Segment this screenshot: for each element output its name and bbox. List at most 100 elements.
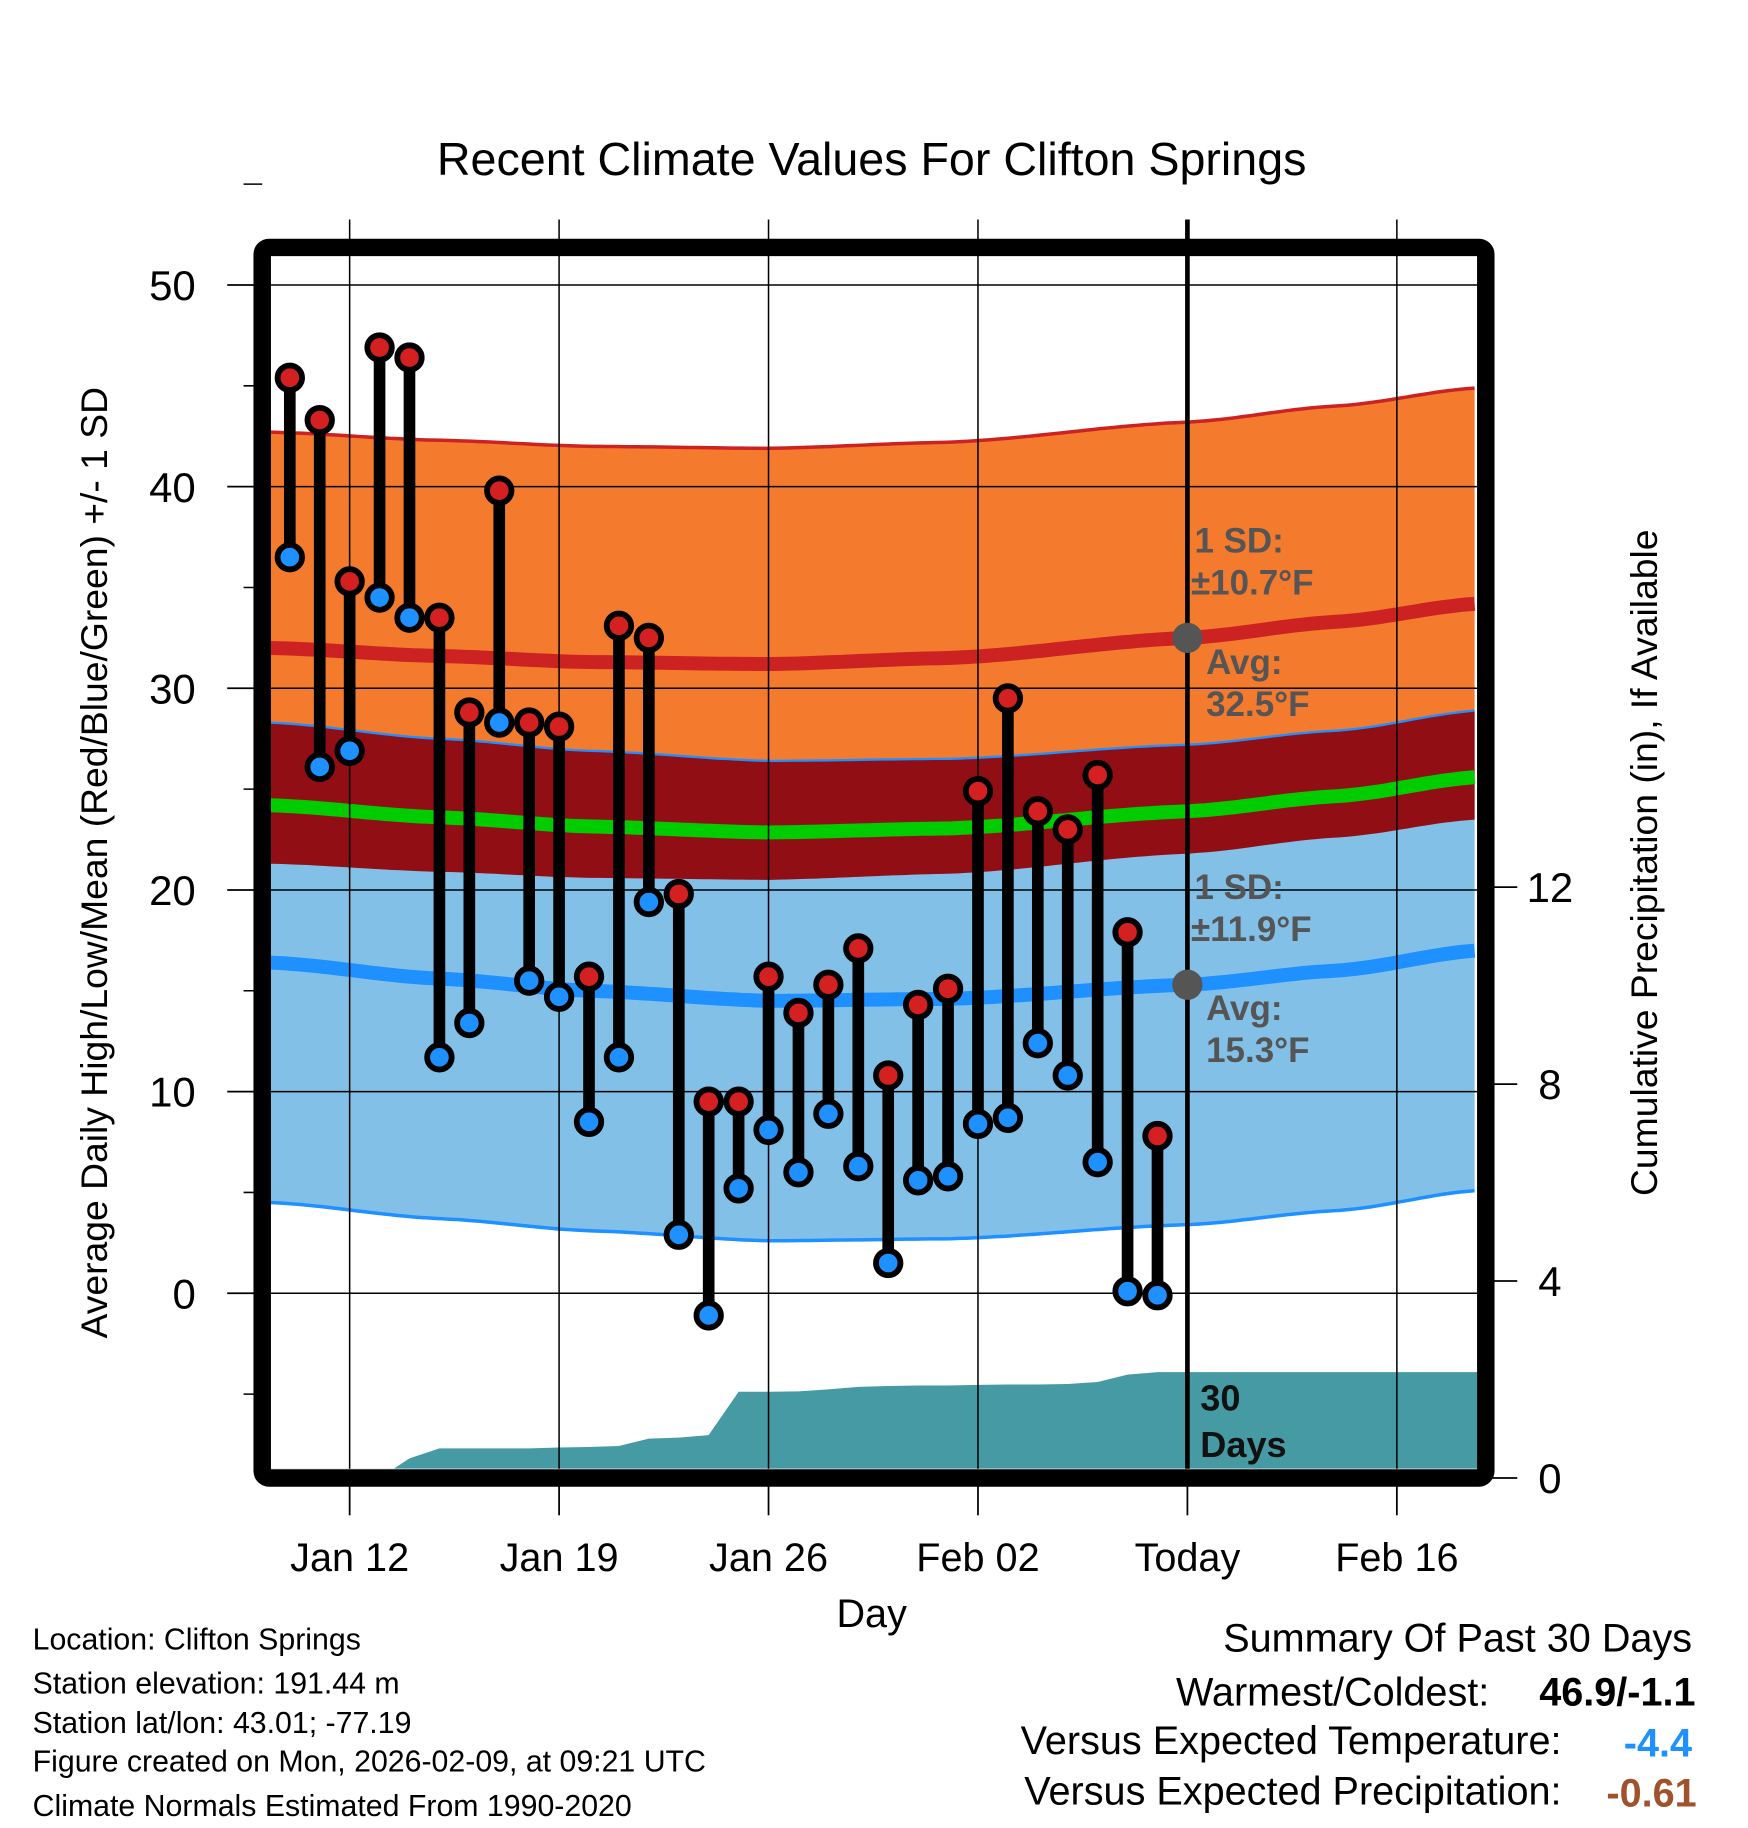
daily-low-point (992, 1102, 1024, 1133)
daily-low-point (304, 751, 335, 783)
daily-high-point (992, 683, 1024, 714)
daily-high-point (633, 622, 664, 654)
daily-high-point (663, 878, 694, 910)
low-sd-lower-edge (270, 1188, 1475, 1243)
daily-low-point (334, 735, 365, 766)
daily-low-point (753, 1114, 784, 1146)
daily-high-point (454, 697, 485, 728)
daily-low-point (514, 965, 545, 996)
daily-high-point (753, 961, 784, 992)
x-axis-label: Day (836, 1592, 907, 1636)
daily-high-point (873, 1060, 904, 1091)
daily-low-point (902, 1165, 934, 1196)
y2-tick-label: 12 (1527, 864, 1574, 911)
low-avg-label: Avg: (1206, 989, 1282, 1028)
daily-high-point (932, 973, 964, 1004)
daily-high-point (514, 707, 545, 738)
y-axis-label: Average Daily High/Low/Mean (Red/Blue/Gr… (73, 387, 115, 1338)
daily-low-point (693, 1300, 724, 1331)
daily-high-point (723, 1086, 754, 1117)
footer: Location: Clifton Springs Station elevat… (33, 1623, 706, 1823)
y-tick-label: 20 (149, 867, 196, 914)
daily-high-point (1052, 814, 1083, 845)
daily-low-point (364, 582, 395, 613)
low-sd-value: ±11.9°F (1191, 910, 1312, 949)
summary-title: Summary Of Past 30 Days (1223, 1617, 1692, 1661)
today-normal-low-marker (1172, 969, 1203, 1000)
daily-low-point (543, 981, 575, 1012)
precip-days-label-1: 30 (1200, 1377, 1240, 1418)
daily-low-point (573, 1106, 605, 1138)
low-sd-label: 1 SD: (1194, 868, 1283, 907)
x-tick-label: Today (1135, 1536, 1241, 1580)
precip-anomaly-value: -0.61 (1606, 1772, 1696, 1816)
temp-anomaly-value: -4.4 (1624, 1722, 1692, 1766)
footer-latlon: Station lat/lon: 43.01; -77.19 (33, 1707, 412, 1740)
daily-high-point (543, 711, 575, 742)
plot-area (270, 386, 1478, 1469)
footer-elevation: Station elevation: 191.44 m (33, 1668, 400, 1701)
warmest-coldest-value: 46.9/-1.1 (1539, 1670, 1695, 1714)
x-tick-label: Feb 02 (916, 1536, 1039, 1580)
daily-high-point (843, 933, 874, 964)
footer-created: Figure created on Mon, 2026-02-09, at 09… (33, 1746, 706, 1779)
daily-high-point (1082, 759, 1113, 791)
daily-low-point (783, 1157, 814, 1188)
daily-low-point (1022, 1028, 1053, 1059)
y-tick-label: 50 (149, 262, 196, 309)
precip-anomaly-label: Versus Expected Precipitation: (1024, 1769, 1561, 1813)
daily-low-point (633, 886, 664, 918)
daily-high-point (962, 775, 994, 807)
daily-low-point (843, 1151, 874, 1182)
low-avg-value: 15.3°F (1206, 1031, 1309, 1070)
daily-high-point (334, 566, 365, 597)
daily-low-point (1112, 1276, 1143, 1307)
daily-low-point (454, 1007, 485, 1039)
y2-tick-label: 8 (1538, 1061, 1561, 1108)
precipitation-area (270, 1372, 1478, 1469)
daily-high-point (1142, 1120, 1173, 1152)
daily-low-point (394, 602, 425, 633)
daily-high-point (274, 362, 305, 393)
temp-anomaly-label: Versus Expected Temperature: (1021, 1719, 1562, 1763)
x-tick-label: Feb 16 (1335, 1536, 1458, 1580)
y2-tick-label: 0 (1538, 1455, 1561, 1502)
daily-low-point (962, 1108, 994, 1140)
y2-tick-label: 4 (1538, 1258, 1561, 1305)
footer-location: Location: Clifton Springs (33, 1623, 361, 1656)
daily-high-point (603, 610, 635, 641)
plot-frame (253, 238, 1495, 1487)
daily-high-point (902, 989, 934, 1021)
overlap-band (270, 710, 1475, 880)
daily-low-point (274, 542, 305, 573)
daily-low-point (1052, 1060, 1083, 1091)
daily-high-point (394, 342, 425, 373)
y-tick-label: 10 (149, 1069, 196, 1116)
daily-low-point (723, 1173, 754, 1204)
daily-low-point (603, 1042, 635, 1073)
daily-low-point (663, 1219, 694, 1250)
normal-high-line (270, 596, 1476, 672)
daily-high-point (1022, 796, 1053, 827)
daily-high-point (1112, 917, 1143, 948)
high-avg-label: Avg: (1206, 643, 1282, 682)
daily-high-point (573, 961, 605, 992)
grid-lines (270, 219, 1478, 1469)
daily-high-point (693, 1086, 724, 1117)
daily-low-point (932, 1161, 964, 1192)
warmest-coldest-label: Warmest/Coldest: (1176, 1670, 1489, 1714)
footer-normals: Climate Normals Estimated From 1990-2020 (33, 1790, 632, 1823)
daily-high-point (484, 475, 515, 506)
daily-high-point (364, 332, 395, 363)
y-tick-label: 30 (149, 665, 196, 712)
chart-title: Recent Climate Values For Clifton Spring… (437, 133, 1307, 185)
data-marks (274, 332, 1203, 1331)
daily-high-point (813, 969, 844, 1000)
y-tick-label: 40 (149, 464, 196, 511)
y-tick-label: 0 (172, 1270, 195, 1317)
x-tick-label: Jan 26 (709, 1536, 828, 1580)
high-sd-upper-edge (270, 386, 1475, 451)
high-sd-value: ±10.7°F (1191, 564, 1314, 603)
